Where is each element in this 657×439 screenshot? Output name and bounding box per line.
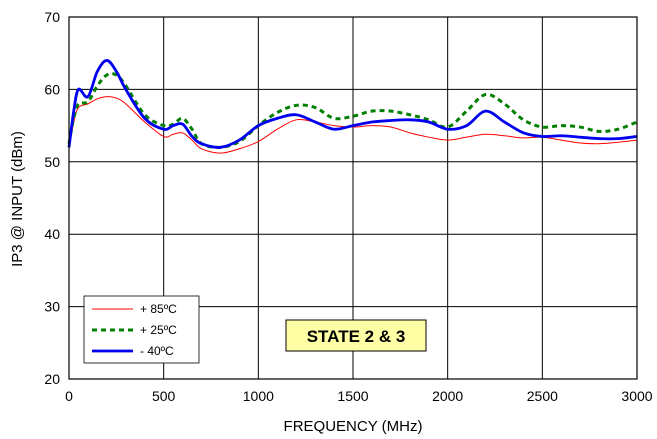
series-line-3 (67, 59, 638, 149)
x-tick-label: 1000 (243, 388, 274, 404)
x-axis-label: FREQUENCY (MHz) (284, 418, 423, 435)
x-tick-label: 0 (65, 388, 73, 404)
x-tick-labels: 0 500 1000 1500 2000 2500 3000 (65, 388, 653, 404)
x-tick-label: 3000 (621, 388, 652, 404)
plot-frame (68, 16, 638, 380)
y-tick-label: 60 (44, 81, 60, 97)
y-tick-label: 70 (44, 9, 60, 25)
y-axis-label: IP3 @ INPUT (dBm) (9, 131, 26, 267)
state-annotation-box (285, 319, 427, 352)
x-tick-label: 1500 (337, 388, 368, 404)
series-line-1 (68, 96, 638, 154)
y-tick-labels: 20 30 40 50 60 70 (44, 9, 60, 387)
legend: + 85ºC + 25ºC - 40ºC (83, 295, 200, 364)
legend-label-1: + 85ºC (140, 302, 177, 316)
legend-label-2: + 25ºC (140, 323, 177, 337)
legend-label-3: - 40ºC (140, 344, 174, 358)
state-annotation-text: STATE 2 & 3 (307, 327, 406, 346)
series-line-2 (67, 72, 638, 149)
x-tick-label: 2500 (527, 388, 558, 404)
y-tick-label: 30 (44, 299, 60, 315)
x-tick-label: 500 (152, 388, 176, 404)
y-tick-label: 20 (44, 371, 60, 387)
y-tick-label: 50 (44, 154, 60, 170)
y-tick-label: 40 (44, 226, 60, 242)
series-layer (67, 59, 638, 154)
x-tick-label: 2000 (432, 388, 463, 404)
state-annotation: STATE 2 & 3 (285, 319, 427, 352)
